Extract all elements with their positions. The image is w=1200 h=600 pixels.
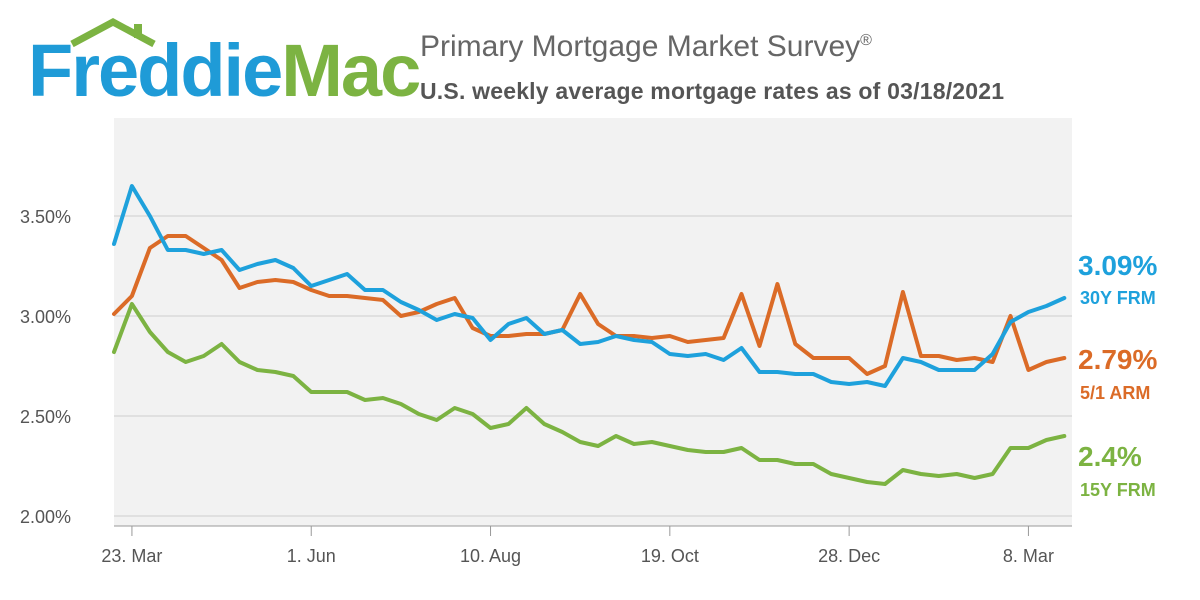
end-label-arm: 5/1 ARM — [1080, 383, 1151, 403]
series-line-30y — [112, 184, 1067, 388]
logo-freddie-text: Freddie — [28, 29, 283, 112]
series-line-15y — [112, 302, 1067, 486]
x-tick-label: 19. Oct — [641, 546, 699, 566]
chart-title-text: Primary Mortgage Market Survey — [420, 30, 861, 63]
y-tick-label: 2.00% — [20, 507, 71, 527]
series-line-arm — [112, 234, 1067, 376]
x-tick-label: 23. Mar — [101, 546, 162, 566]
end-value-30y: 3.09% — [1078, 250, 1158, 281]
end-label-15y: 15Y FRM — [1080, 480, 1156, 500]
end-value-arm: 2.79% — [1078, 344, 1158, 375]
end-value-15y: 2.4% — [1078, 441, 1142, 472]
y-tick-label: 2.50% — [20, 407, 71, 427]
x-tick-label: 10. Aug — [460, 546, 521, 566]
logo-mac-text: Mac — [281, 29, 421, 112]
house-roof-icon — [70, 18, 156, 48]
chart-title: Primary Mortgage Market Survey® — [420, 30, 872, 64]
x-tick-label: 1. Jun — [287, 546, 336, 566]
x-tick-label: 28. Dec — [818, 546, 880, 566]
freddie-mac-logo: FreddieMac — [28, 18, 421, 112]
plot-background — [114, 118, 1072, 526]
registered-mark: ® — [860, 32, 872, 49]
chart-subtitle: U.S. weekly average mortgage rates as of… — [420, 78, 1005, 104]
y-tick-label: 3.50% — [20, 207, 71, 227]
end-label-30y: 30Y FRM — [1080, 288, 1156, 308]
x-tick-label: 8. Mar — [1003, 546, 1054, 566]
y-tick-label: 3.00% — [20, 307, 71, 327]
